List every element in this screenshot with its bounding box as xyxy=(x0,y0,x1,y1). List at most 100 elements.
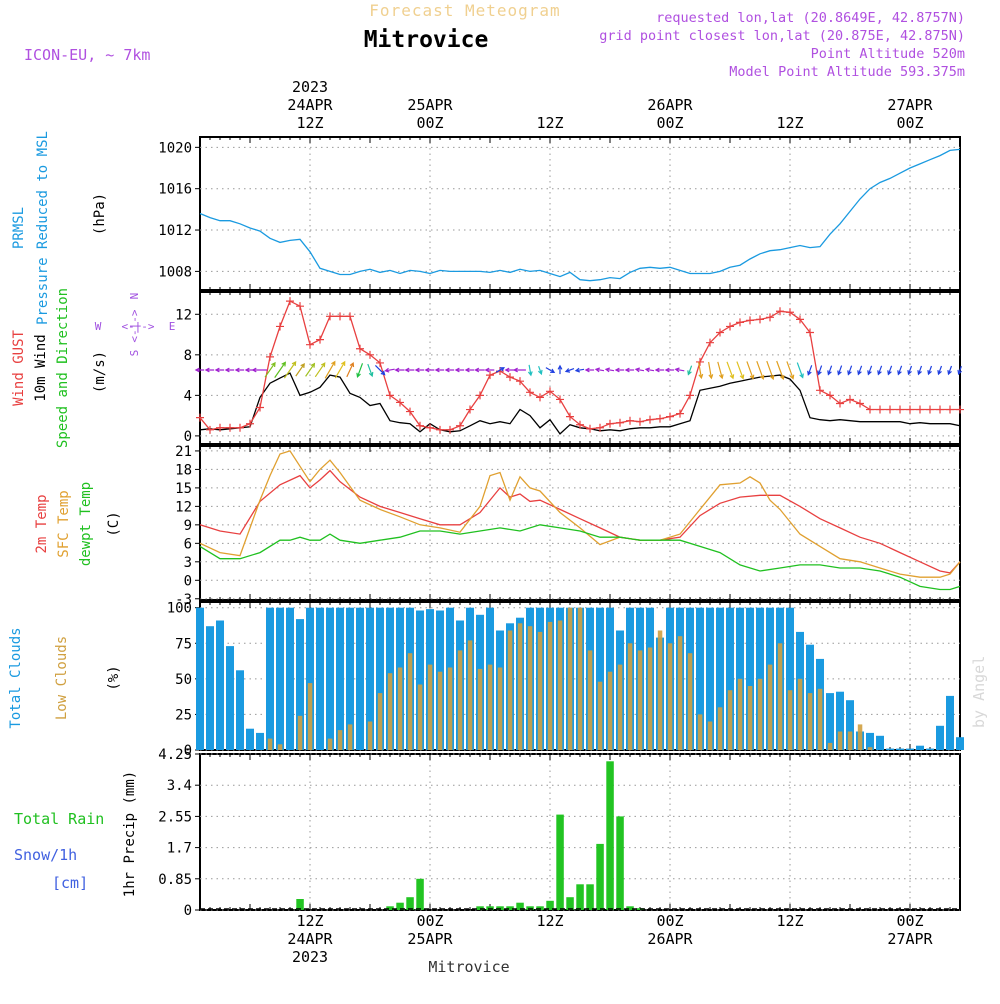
low-cloud-bar xyxy=(447,667,453,750)
low-cloud-bar xyxy=(637,650,643,750)
low-cloud-bar xyxy=(527,626,533,750)
low-cloud-bar xyxy=(757,678,763,750)
wind-direction-arrow xyxy=(346,361,355,378)
gust-marker xyxy=(226,423,234,432)
gust-marker xyxy=(856,399,864,408)
gust-marker xyxy=(216,423,224,432)
y-tick-label: 8 xyxy=(184,348,192,364)
low-cloud-bar xyxy=(397,667,403,750)
wind-direction-arrow xyxy=(604,367,615,373)
wind-direction-arrow xyxy=(674,367,685,373)
time-label-bottom: 2023 xyxy=(292,948,328,966)
low-cloud-bar xyxy=(297,715,303,750)
wind-direction-arrow xyxy=(756,360,765,380)
wind-direction-arrow xyxy=(584,367,595,373)
temperature-line xyxy=(199,469,961,574)
y-tick-label: -3 xyxy=(175,592,192,608)
total-cloud-bar xyxy=(316,607,324,750)
low-cloud-bar xyxy=(367,721,373,750)
y-tick-label: 3 xyxy=(184,555,192,571)
low-cloud-bar xyxy=(737,678,743,750)
y-tick-label: 25 xyxy=(175,707,192,723)
rain-bar xyxy=(536,906,544,910)
y-tick-label: 100 xyxy=(167,601,192,617)
panel-frame xyxy=(199,445,961,601)
gust-marker xyxy=(256,403,264,412)
gust-marker xyxy=(896,405,904,414)
time-label-bottom: 00Z xyxy=(656,912,683,930)
wind-direction-arrow xyxy=(746,361,755,380)
low-cloud-bar xyxy=(407,653,413,750)
low-cloud-bar xyxy=(817,688,823,750)
total-cloud-bar xyxy=(706,607,714,750)
gust-marker xyxy=(436,425,444,434)
precip-legend-snow: Snow/1h xyxy=(14,846,77,864)
wind-direction-arrow xyxy=(776,360,785,381)
compass-axis-vertical: <-|-> xyxy=(128,309,141,342)
low-cloud-bar xyxy=(387,673,393,750)
gust-marker xyxy=(476,391,484,400)
gust-marker xyxy=(686,391,694,400)
y-tick-label: 18 xyxy=(175,462,192,478)
y-tick-label: 1.7 xyxy=(167,841,192,857)
wind-direction-arrow xyxy=(512,367,526,373)
temperature-line xyxy=(199,450,961,578)
time-label-top: 00Z xyxy=(656,114,683,132)
rain-bar xyxy=(416,878,424,910)
y-tick-label: 0 xyxy=(184,573,192,589)
wind-direction-arrow xyxy=(614,367,625,373)
compass-axis-horizontal: <-|-> xyxy=(121,320,154,333)
gust-marker xyxy=(786,308,794,317)
total-cloud-bar xyxy=(336,607,344,750)
total-cloud-bar xyxy=(326,607,334,750)
total-cloud-bar xyxy=(896,748,904,750)
total-cloud-bar xyxy=(366,607,374,750)
wind-direction-arrow xyxy=(887,365,893,376)
low-cloud-bar xyxy=(587,650,593,750)
time-label-top: 25APR xyxy=(407,96,453,114)
low-cloud-bar xyxy=(597,681,603,750)
wind-direction-arrow xyxy=(194,367,205,373)
gust-marker xyxy=(936,405,944,414)
time-label-bottom: 25APR xyxy=(407,930,453,948)
info-line: grid point closest lon,lat (20.875E, 42.… xyxy=(599,28,965,44)
total-cloud-bar xyxy=(936,725,944,750)
wind-direction-arrow xyxy=(897,365,903,376)
gust-marker xyxy=(596,423,604,432)
low-cloud-bar xyxy=(457,650,463,750)
y-tick-label: 50 xyxy=(175,672,192,688)
panel-frame xyxy=(199,136,961,291)
rain-bar xyxy=(556,814,564,910)
gust-marker xyxy=(636,417,644,426)
total-cloud-bar xyxy=(836,691,844,750)
time-label-bottom: 00Z xyxy=(896,912,923,930)
low-cloud-bar xyxy=(377,693,383,750)
location-title: Mitrovice xyxy=(364,27,489,53)
precip-legend-rain: Total Rain xyxy=(14,810,104,828)
rain-bar xyxy=(516,902,524,910)
low-cloud-bar xyxy=(537,631,543,750)
wind-direction-arrow xyxy=(434,367,445,373)
gust-marker xyxy=(826,391,834,400)
total-cloud-bar xyxy=(256,732,264,750)
rain-bar xyxy=(386,906,394,910)
gust-marker xyxy=(746,316,754,325)
low-cloud-bar xyxy=(617,664,623,750)
low-cloud-bar xyxy=(657,630,663,750)
wind-direction-arrow xyxy=(454,367,465,373)
wind-direction-arrow xyxy=(424,367,435,373)
rain-bar xyxy=(396,902,404,910)
rain-bar xyxy=(576,884,584,910)
gust-marker xyxy=(286,297,294,306)
gust-marker xyxy=(246,419,254,428)
wind-direction-arrow xyxy=(234,367,245,373)
wind-direction-arrow xyxy=(283,360,297,379)
panel-label: Total Clouds xyxy=(8,627,24,728)
wind-direction-arrow xyxy=(594,367,605,373)
rain-bar xyxy=(606,761,614,910)
time-label-top: 00Z xyxy=(896,114,923,132)
low-cloud-bar xyxy=(687,653,693,750)
gust-marker xyxy=(566,412,574,421)
low-cloud-bar xyxy=(857,724,863,750)
